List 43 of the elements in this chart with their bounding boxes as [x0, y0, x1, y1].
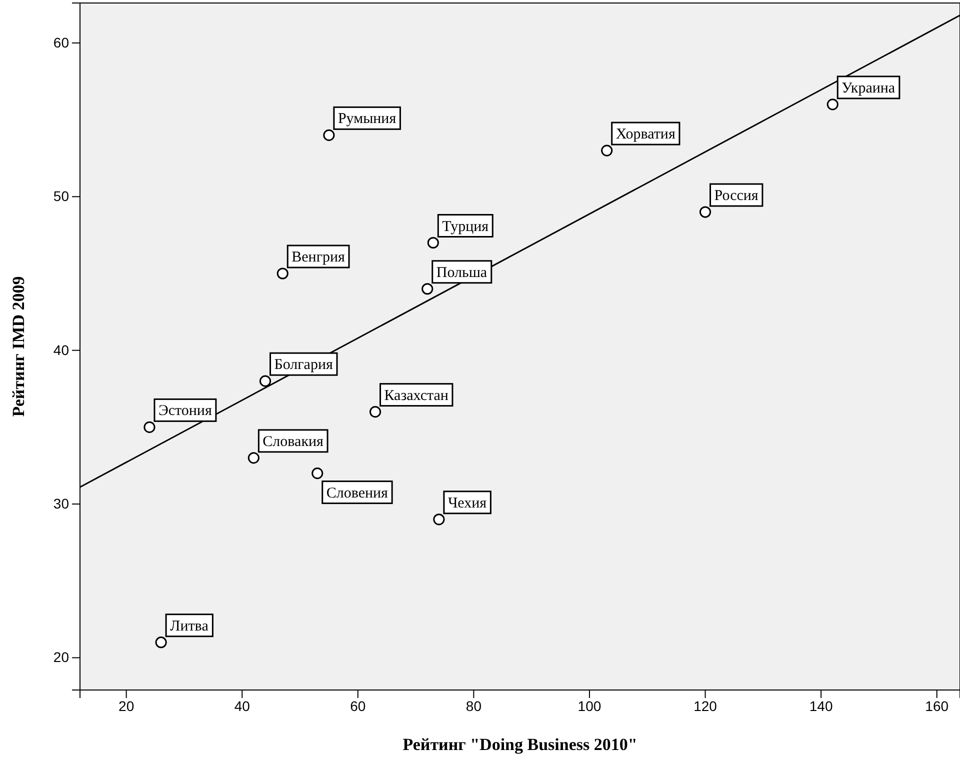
annotation: Литва [170, 618, 209, 634]
x-tick-label: 160 [925, 698, 949, 714]
y-tick-label: 50 [53, 188, 70, 204]
point [601, 144, 613, 156]
point [276, 268, 288, 280]
x-axis-title: Рейтинг "Doing Business 2010" [402, 735, 638, 754]
y-tick-label: 40 [53, 342, 70, 358]
point [433, 514, 445, 526]
x-tick-label: 40 [234, 698, 250, 714]
annotation: Россия [714, 188, 758, 204]
annotation: Румыния [338, 111, 396, 128]
point [826, 98, 838, 110]
y-tick-label: 30 [53, 496, 70, 512]
annotation: Польша [436, 264, 488, 281]
annotation: Украина [842, 80, 896, 96]
point [248, 452, 260, 464]
point [312, 468, 324, 480]
x-tick-label: 100 [578, 698, 602, 714]
x-tick-label: 140 [809, 698, 833, 714]
annotation: Эстония [158, 403, 212, 420]
point [144, 421, 156, 433]
point [155, 636, 167, 648]
annotation: Болгария [274, 357, 333, 374]
point [699, 206, 712, 218]
annotation: Чехия [448, 495, 487, 512]
y-tick-label: 20 [53, 649, 70, 666]
y-tick-label: 60 [53, 34, 70, 50]
y-axis-title: Рейтинг IMD 2009 [9, 276, 28, 417]
annotation: Хорватия [616, 126, 676, 143]
annotation: Словения [326, 485, 388, 502]
annotation: Словакия [262, 434, 324, 450]
point [427, 236, 439, 249]
point [259, 375, 272, 387]
x-tick-label: 80 [466, 698, 482, 714]
annotation: Казахстан [384, 388, 448, 404]
annotation: Турция [442, 218, 489, 235]
point [323, 129, 335, 141]
x-tick-label: 120 [694, 698, 718, 714]
point [369, 406, 382, 418]
x-tick-label: 20 [118, 698, 134, 714]
point [422, 283, 434, 295]
annotation: Венгрия [292, 249, 345, 266]
x-tick-label: 60 [350, 698, 366, 714]
